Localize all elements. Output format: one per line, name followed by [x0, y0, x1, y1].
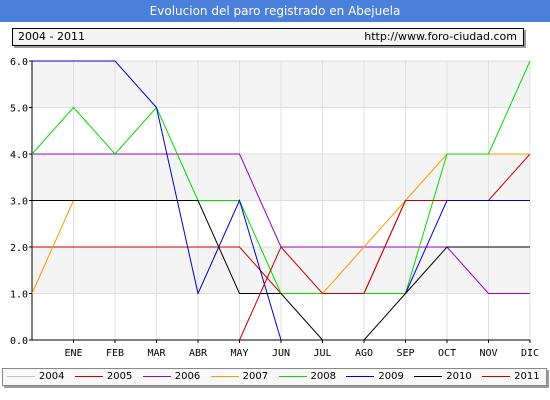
series-line-2010 [32, 200, 530, 341]
x-tick-label: NOV [479, 348, 497, 359]
series-line-2007 [31, 200, 74, 294]
legend-swatch [482, 376, 511, 377]
legend-swatch [346, 376, 375, 377]
y-tick-label: 1.0 [10, 290, 28, 301]
legend-label: 2008 [310, 371, 336, 382]
legend-swatch [74, 376, 103, 377]
legend-swatch [142, 376, 171, 377]
x-tick-label: JUL [313, 348, 331, 359]
y-tick-label: 6.0 [10, 57, 28, 68]
x-tick-label: AGO [355, 348, 373, 359]
legend-label: 2006 [174, 371, 201, 382]
y-tick-label: 2.0 [10, 243, 28, 254]
x-tick-label: MAY [230, 348, 248, 359]
legend: 2004 2005 2006 2007 2008 2009 2010 2011 [2, 368, 547, 386]
x-tick-label: ENE [64, 348, 82, 359]
x-tick-label: ABR [189, 348, 208, 359]
source-url: http://www.foro-ciudad.com [364, 30, 517, 43]
y-tick-label: 3.0 [10, 197, 28, 208]
period-label: 2004 - 2011 [18, 30, 85, 43]
x-tick-label: MAR [147, 348, 166, 359]
x-tick-label: OCT [438, 348, 456, 359]
y-tick-label: 4.0 [10, 150, 28, 161]
legend-swatch [210, 376, 239, 377]
legend-item-2008: 2008 [278, 369, 343, 385]
x-tick-label: SEP [396, 348, 414, 359]
legend-item-2010: 2010 [414, 369, 478, 385]
legend-item-2005: 2005 [74, 369, 139, 385]
legend-item-2007: 2007 [210, 369, 275, 385]
series-line-2007 [322, 153, 530, 294]
legend-label: 2011 [514, 371, 540, 382]
series-line-2009 [32, 60, 282, 341]
series-line-2009 [405, 200, 530, 294]
legend-item-2006: 2006 [142, 369, 207, 385]
info-box: 2004 - 2011 http://www.foro-ciudad.com [12, 28, 524, 46]
x-tick-label: FEB [106, 348, 124, 359]
legend-swatch [7, 376, 35, 377]
legend-label: 2005 [106, 371, 133, 382]
legend-label: 2004 [39, 371, 65, 382]
series-line-2011 [239, 200, 447, 341]
legend-label: 2007 [242, 371, 269, 382]
x-tick-label: DIC [521, 348, 539, 359]
legend-item-2004: 2004 [7, 369, 71, 385]
y-tick-label: 0.0 [10, 336, 28, 347]
legend-swatch [414, 376, 443, 377]
legend-label: 2010 [446, 371, 472, 382]
y-tick-label: 5.0 [10, 104, 28, 115]
legend-item-2011: 2011 [482, 369, 546, 385]
legend-label: 2009 [378, 371, 404, 382]
legend-swatch [278, 376, 307, 377]
legend-item-2009: 2009 [346, 369, 410, 385]
chart-title: Evolucion del paro registrado en Abejuel… [0, 0, 550, 22]
x-tick-label: JUN [272, 348, 290, 359]
